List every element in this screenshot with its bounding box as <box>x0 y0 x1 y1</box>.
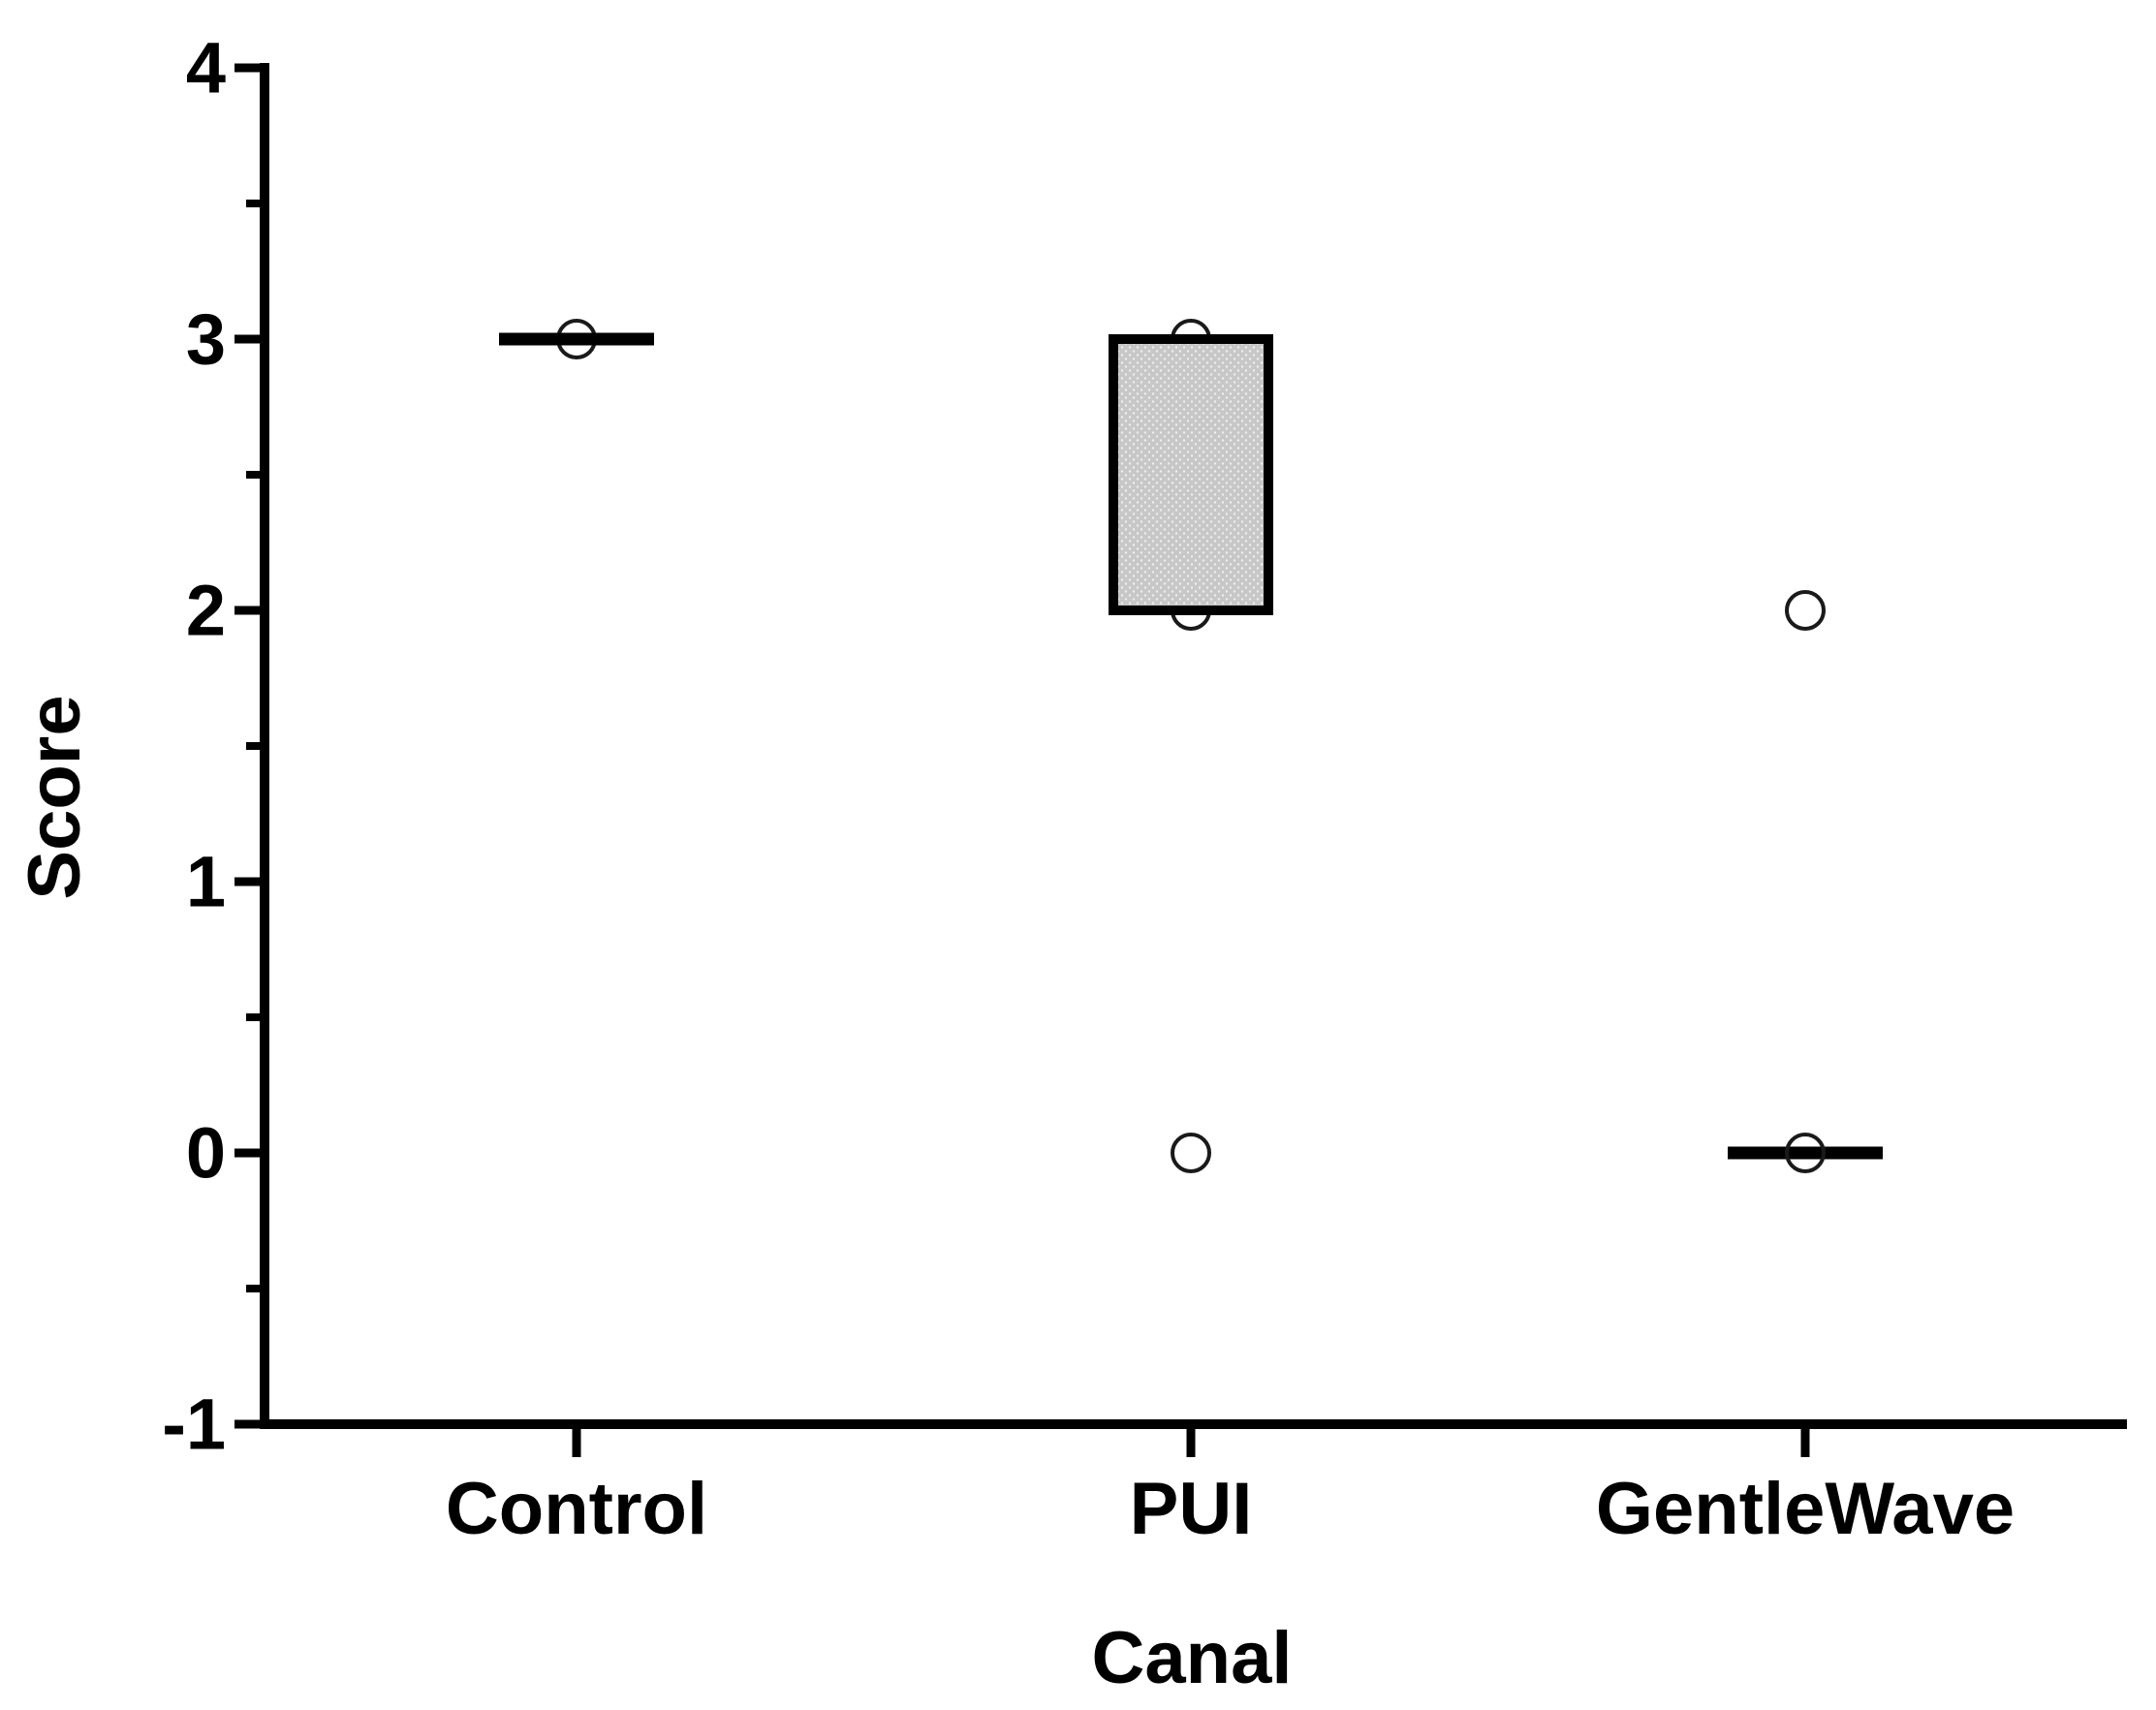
outlier-circle-pui-0 <box>1171 1133 1211 1173</box>
outlier-circle-gentlewave-0 <box>1785 1133 1826 1173</box>
y-tick-label: 3 <box>186 299 226 380</box>
x-axis-title: Canal <box>1092 1617 1293 1699</box>
x-category-label-gentlewave: GentleWave <box>1596 1468 2015 1550</box>
plot-area: 4 3 2 1 0 -1 Control PUI GentleWave Canal Score <box>14 28 2127 1699</box>
x-category-label-control: Control <box>446 1468 707 1550</box>
y-tick-label: 1 <box>186 842 226 922</box>
y-axis-title: Score <box>14 695 96 899</box>
box-pui <box>1109 334 1273 615</box>
y-tick-label: -1 <box>162 1384 226 1465</box>
y-tick-label: 2 <box>186 571 226 651</box>
y-tick-label: 4 <box>186 28 226 109</box>
x-category-label-pui: PUI <box>1130 1468 1253 1550</box>
data-point-circle-gentlewave-2 <box>1785 590 1826 631</box>
y-tick-label: 0 <box>186 1113 226 1194</box>
